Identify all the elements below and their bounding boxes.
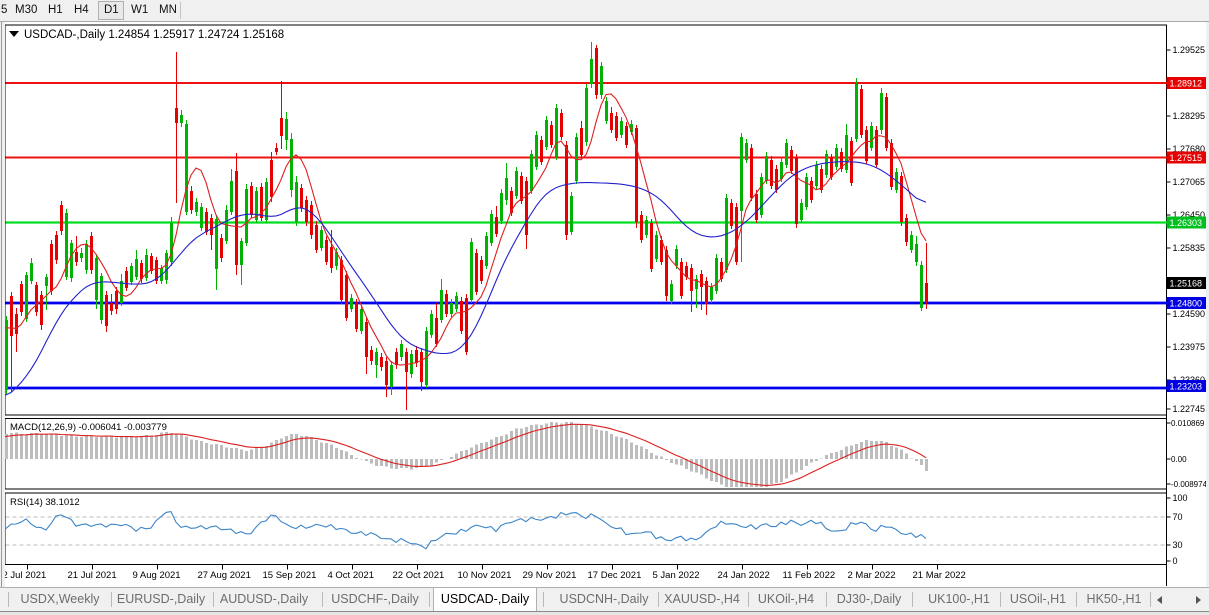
svg-text:1.26303: 1.26303 [1170, 218, 1203, 228]
svg-text:5 Jan 2022: 5 Jan 2022 [653, 570, 700, 581]
svg-text:1.25168: 1.25168 [1170, 279, 1203, 289]
svg-text:RSI(14) 38.1012: RSI(14) 38.1012 [10, 497, 80, 508]
svg-text:USDCAD-,Daily 1.24854 1.25917: USDCAD-,Daily 1.24854 1.25917 1.24724 1.… [24, 29, 284, 41]
svg-text:22 Oct 2021: 22 Oct 2021 [393, 570, 445, 581]
svg-text:30: 30 [1173, 540, 1183, 550]
svg-text:9 Aug 2021: 9 Aug 2021 [133, 570, 181, 581]
svg-text:1.24800: 1.24800 [1170, 299, 1203, 309]
svg-text:-0.008974: -0.008974 [1171, 480, 1208, 489]
svg-text:10 Nov 2021: 10 Nov 2021 [458, 570, 512, 581]
svg-text:1.23975: 1.23975 [1173, 342, 1206, 352]
svg-text:0.010869: 0.010869 [1171, 419, 1205, 428]
svg-text:1.27065: 1.27065 [1173, 177, 1206, 187]
svg-text:2 Mar 2022: 2 Mar 2022 [848, 570, 896, 581]
svg-text:1.29525: 1.29525 [1173, 45, 1206, 55]
svg-text:1.22745: 1.22745 [1173, 404, 1206, 414]
svg-text:100: 100 [1173, 493, 1188, 503]
svg-text:4 Oct 2021: 4 Oct 2021 [328, 570, 374, 581]
svg-text:21 Jul 2021: 21 Jul 2021 [68, 570, 117, 581]
svg-text:2 Jul 2021: 2 Jul 2021 [3, 570, 47, 581]
svg-text:1.28912: 1.28912 [1170, 79, 1203, 89]
svg-text:27 Aug 2021: 27 Aug 2021 [198, 570, 251, 581]
svg-text:1.23203: 1.23203 [1170, 382, 1203, 392]
svg-text:1.25835: 1.25835 [1173, 243, 1206, 253]
svg-text:17 Dec 2021: 17 Dec 2021 [588, 570, 642, 581]
svg-text:MACD(12,26,9) -0.006041 -0.003: MACD(12,26,9) -0.006041 -0.003779 [10, 422, 167, 433]
svg-text:24 Jan 2022: 24 Jan 2022 [718, 570, 770, 581]
svg-text:0.00: 0.00 [1171, 455, 1187, 464]
svg-text:70: 70 [1173, 512, 1183, 522]
svg-text:1.27680: 1.27680 [1173, 144, 1206, 154]
svg-text:21 Mar 2022: 21 Mar 2022 [913, 570, 966, 581]
svg-text:11 Feb 2022: 11 Feb 2022 [783, 570, 836, 581]
svg-text:1.28295: 1.28295 [1173, 111, 1206, 121]
svg-text:29 Nov 2021: 29 Nov 2021 [523, 570, 577, 581]
svg-text:0: 0 [1173, 556, 1178, 566]
svg-text:1.26450: 1.26450 [1173, 210, 1206, 220]
svg-text:1.24590: 1.24590 [1173, 309, 1206, 319]
svg-text:15 Sep 2021: 15 Sep 2021 [263, 570, 317, 581]
svg-text:1.27515: 1.27515 [1170, 153, 1203, 163]
